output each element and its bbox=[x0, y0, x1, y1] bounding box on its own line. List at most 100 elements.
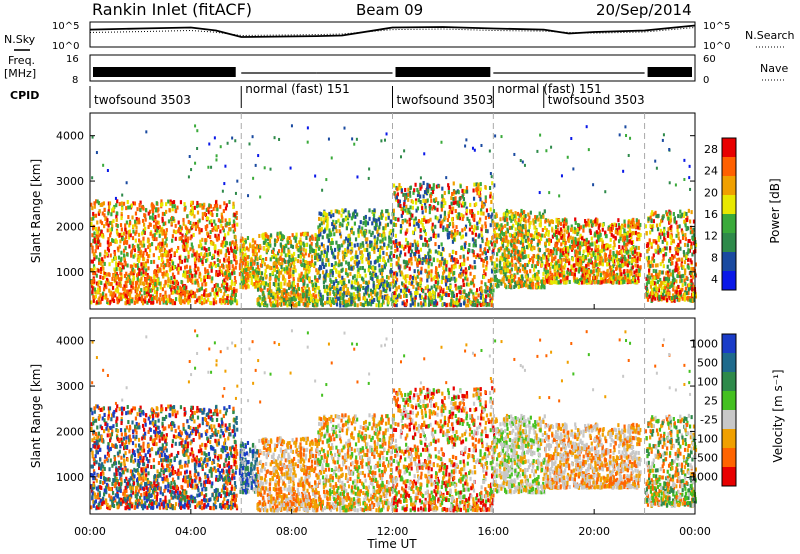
power-cell bbox=[289, 284, 292, 289]
power-cell bbox=[150, 260, 153, 265]
power-cell bbox=[445, 303, 448, 308]
power-cell bbox=[94, 213, 98, 218]
power-cell bbox=[482, 298, 485, 303]
power-cell bbox=[485, 208, 489, 213]
power-cell bbox=[173, 289, 177, 294]
power-cell bbox=[189, 265, 192, 270]
power-cell bbox=[432, 276, 436, 281]
power-cell bbox=[441, 194, 444, 199]
power-cell bbox=[524, 232, 527, 237]
power-cell bbox=[368, 216, 371, 221]
power-cell bbox=[524, 254, 527, 259]
power-cell bbox=[370, 299, 374, 304]
power-cell bbox=[215, 212, 219, 217]
power-cell bbox=[276, 299, 279, 304]
power-cell bbox=[491, 212, 494, 217]
power-cell bbox=[493, 278, 496, 283]
power-cell bbox=[508, 248, 511, 253]
power-cell bbox=[349, 250, 352, 255]
power-cell bbox=[471, 278, 474, 283]
power-cell bbox=[172, 229, 176, 234]
power-cell bbox=[376, 279, 379, 284]
power-cell bbox=[213, 219, 216, 224]
power-cell bbox=[147, 292, 150, 297]
power-cell bbox=[448, 278, 452, 283]
power-cell bbox=[303, 254, 306, 259]
power-cell bbox=[359, 220, 362, 225]
power-cell bbox=[626, 271, 629, 276]
power-cell bbox=[326, 245, 329, 250]
power-cell bbox=[355, 278, 358, 283]
power-cell bbox=[283, 259, 287, 264]
power-cell bbox=[308, 277, 311, 282]
power-cell bbox=[473, 203, 476, 208]
power-cell bbox=[346, 246, 349, 251]
power-cell bbox=[425, 240, 429, 245]
power-cell bbox=[379, 289, 382, 294]
power-cell bbox=[90, 202, 93, 207]
power-cell bbox=[199, 203, 202, 208]
power-cell bbox=[437, 233, 440, 238]
power-cell bbox=[296, 259, 300, 264]
power-cell bbox=[159, 292, 162, 297]
power-cell bbox=[170, 287, 173, 292]
power-cell bbox=[356, 242, 359, 247]
power-cell bbox=[479, 295, 483, 300]
power-cell bbox=[350, 292, 353, 297]
power-cell bbox=[446, 224, 449, 229]
power-cell bbox=[122, 253, 126, 258]
power-cell bbox=[147, 254, 150, 259]
power-cell bbox=[519, 280, 522, 285]
power-cell bbox=[113, 291, 116, 296]
power-cell bbox=[200, 252, 203, 257]
power-cell bbox=[452, 250, 455, 255]
power-cell bbox=[350, 229, 353, 234]
power-cell bbox=[505, 285, 508, 290]
power-cell bbox=[219, 219, 222, 224]
power-cell bbox=[403, 201, 406, 206]
power-cell bbox=[204, 293, 208, 298]
power-cell bbox=[293, 260, 296, 265]
power-cell bbox=[566, 272, 570, 277]
power-cell bbox=[409, 185, 412, 190]
power-cell bbox=[104, 272, 107, 277]
power-cell bbox=[124, 293, 127, 298]
power-cell bbox=[99, 202, 102, 207]
power-cell bbox=[309, 245, 312, 250]
power-cell bbox=[413, 220, 416, 225]
power-cell bbox=[294, 303, 298, 308]
power-cell bbox=[356, 212, 359, 217]
power-cell bbox=[475, 296, 478, 301]
power-cell bbox=[239, 246, 242, 251]
power-cell bbox=[156, 220, 159, 225]
power-cell bbox=[474, 303, 477, 308]
power-cell bbox=[220, 283, 224, 288]
power-cell bbox=[360, 255, 363, 260]
power-cell bbox=[447, 183, 450, 188]
power-cell bbox=[295, 294, 298, 299]
power-cell bbox=[143, 299, 147, 304]
power-cell bbox=[123, 231, 126, 236]
power-cell bbox=[231, 249, 234, 254]
power-cell bbox=[495, 213, 498, 218]
power-cell bbox=[442, 266, 445, 271]
power-cell bbox=[299, 295, 302, 300]
power-cell bbox=[218, 259, 221, 264]
power-cell bbox=[369, 288, 373, 293]
power-cell bbox=[434, 242, 437, 247]
power-cell bbox=[465, 293, 468, 298]
power-cell bbox=[500, 266, 503, 271]
power-cell bbox=[109, 233, 112, 238]
power-cell bbox=[231, 268, 234, 273]
power-cell bbox=[302, 258, 305, 263]
power-cell bbox=[336, 209, 339, 214]
power-cell bbox=[222, 298, 225, 303]
power-cell bbox=[441, 186, 444, 191]
power-cell bbox=[434, 234, 437, 239]
power-cell bbox=[539, 236, 543, 241]
power-cell bbox=[406, 274, 409, 279]
power-cell bbox=[506, 265, 509, 270]
power-cell bbox=[168, 298, 172, 303]
power-cell bbox=[292, 303, 296, 308]
power-cell bbox=[311, 262, 315, 267]
